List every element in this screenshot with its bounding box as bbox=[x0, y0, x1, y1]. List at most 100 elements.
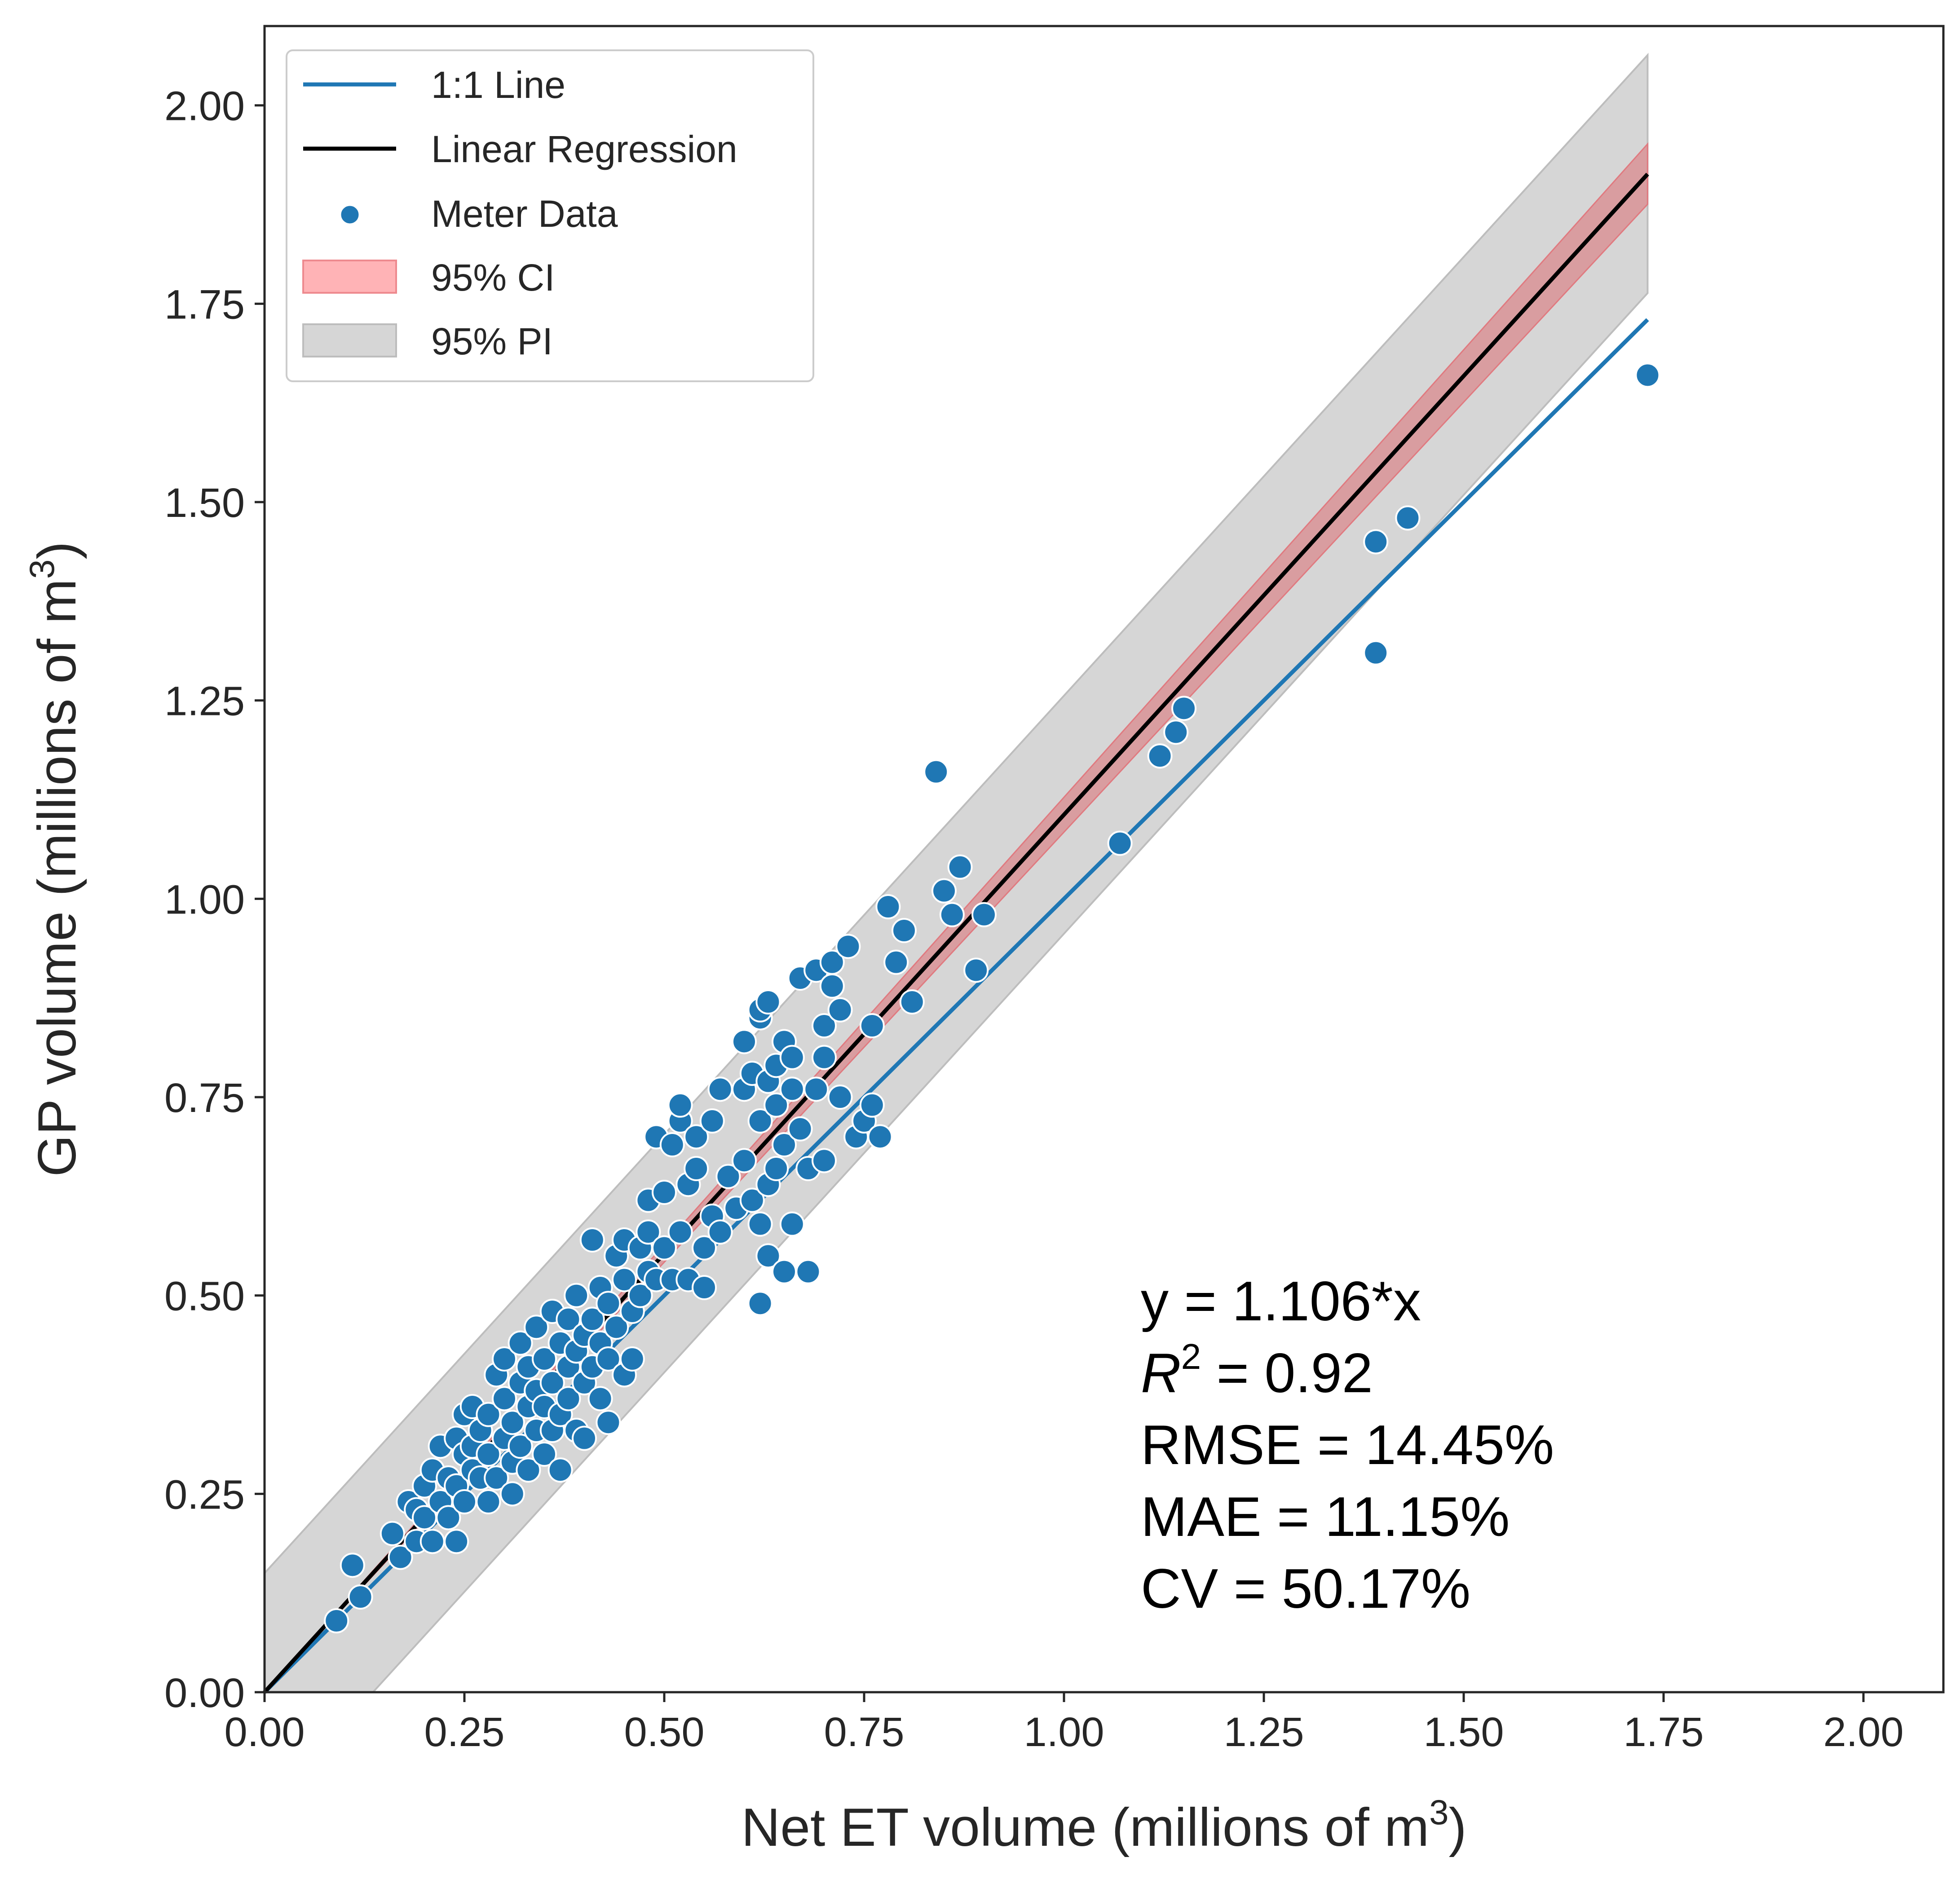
meter-data-point bbox=[508, 1330, 533, 1356]
stats-annotation: y = 1.106*x R2 = 0.92 RMSE = 14.45% MAE … bbox=[1141, 1270, 1554, 1620]
meter-data-point bbox=[772, 1132, 797, 1157]
meter-data-point bbox=[532, 1442, 557, 1467]
meter-data-point bbox=[348, 1584, 373, 1610]
meter-data-point bbox=[1363, 640, 1389, 666]
meter-data-point bbox=[747, 1211, 773, 1237]
meter-data-point bbox=[652, 1235, 677, 1261]
meter-data-point bbox=[419, 1529, 445, 1554]
meter-data-point bbox=[779, 1076, 805, 1102]
meter-data-point bbox=[499, 1481, 525, 1507]
x-tick-label: 2.00 bbox=[1823, 1709, 1903, 1755]
legend-label-meter-data: Meter Data bbox=[431, 193, 618, 235]
meter-data-point bbox=[931, 878, 957, 904]
meter-data-point bbox=[971, 902, 997, 927]
meter-data-point bbox=[492, 1386, 517, 1412]
meter-data-point bbox=[476, 1402, 501, 1427]
meter-data-point bbox=[579, 1306, 605, 1332]
meter-data-point bbox=[1363, 529, 1389, 555]
meter-data-point bbox=[859, 1092, 885, 1118]
meter-data-point bbox=[812, 1045, 837, 1070]
meter-data-point bbox=[692, 1275, 717, 1300]
meter-data-point bbox=[492, 1346, 517, 1372]
meter-data-point bbox=[747, 1291, 773, 1316]
meter-data-point bbox=[747, 1108, 773, 1134]
meter-data-point bbox=[803, 1076, 829, 1102]
meter-data-point bbox=[1163, 719, 1189, 745]
meter-data-point bbox=[787, 1116, 813, 1142]
meter-data-point bbox=[539, 1370, 565, 1395]
meter-data-point bbox=[1635, 362, 1660, 388]
y-tick-label: 1.50 bbox=[164, 480, 245, 526]
meter-data-point bbox=[499, 1410, 525, 1435]
meter-data-point bbox=[340, 1553, 365, 1578]
y-tick-label: 1.00 bbox=[164, 877, 245, 922]
stats-mae: MAE = 11.15% bbox=[1141, 1486, 1510, 1548]
meter-data-point bbox=[939, 902, 965, 927]
meter-data-point bbox=[883, 949, 909, 975]
y-tick-label: 1.75 bbox=[164, 282, 245, 327]
x-axis-label: Net ET volume (millions of m3) bbox=[742, 1792, 1467, 1857]
meter-data-point bbox=[636, 1219, 661, 1245]
meter-data-point bbox=[444, 1529, 469, 1554]
meter-data-point bbox=[867, 1124, 893, 1150]
meter-data-point bbox=[659, 1132, 685, 1157]
y-tick-label: 2.00 bbox=[164, 84, 245, 129]
meter-data-point bbox=[324, 1608, 349, 1633]
meter-data-point bbox=[755, 989, 781, 1015]
meter-data-point bbox=[892, 918, 917, 943]
meter-data-point bbox=[812, 1148, 837, 1173]
meter-data-point bbox=[524, 1315, 549, 1340]
meter-data-point bbox=[812, 1013, 837, 1038]
meter-data-point bbox=[1171, 696, 1196, 721]
meter-data-point bbox=[579, 1227, 605, 1253]
y-axis-label-superscript: 3 bbox=[22, 560, 62, 579]
meter-data-point bbox=[596, 1410, 621, 1435]
meter-data-point bbox=[947, 854, 973, 880]
meter-data-point bbox=[652, 1180, 677, 1205]
meter-data-point bbox=[819, 973, 845, 999]
legend-label-one-to-one: 1:1 Line bbox=[431, 64, 565, 106]
meter-data-point bbox=[556, 1386, 581, 1412]
meter-data-point bbox=[452, 1489, 477, 1514]
meter-data-point bbox=[627, 1283, 653, 1308]
stats-rmse: RMSE = 14.45% bbox=[1141, 1414, 1554, 1476]
meter-data-point bbox=[612, 1267, 637, 1292]
meter-data-point bbox=[732, 1029, 757, 1054]
legend-swatch-ci bbox=[302, 260, 397, 294]
meter-data-point bbox=[707, 1076, 733, 1102]
y-tick-label: 0.25 bbox=[164, 1472, 245, 1517]
meter-data-point bbox=[827, 1085, 853, 1110]
meter-data-points bbox=[324, 362, 1660, 1633]
x-tick-label: 1.50 bbox=[1423, 1709, 1504, 1755]
meter-data-point bbox=[684, 1124, 709, 1150]
meter-data-point bbox=[1147, 743, 1173, 769]
legend: 1:1 Line Linear Regression Meter Data 95… bbox=[286, 49, 814, 382]
plot-frame bbox=[263, 25, 1945, 1694]
meter-data-point bbox=[380, 1521, 405, 1546]
meter-data-point bbox=[715, 1164, 741, 1189]
meter-data-point bbox=[875, 894, 901, 919]
legend-swatch-meter-data bbox=[340, 204, 360, 225]
stats-r2: R2 = 0.92 bbox=[1141, 1337, 1373, 1404]
legend-label-regression: Linear Regression bbox=[431, 128, 737, 170]
y-tick-label: 0.75 bbox=[164, 1075, 245, 1121]
meter-data-point bbox=[1395, 505, 1421, 531]
meter-data-point bbox=[699, 1108, 725, 1134]
meter-data-point bbox=[835, 934, 861, 959]
meter-data-point bbox=[388, 1544, 413, 1570]
meter-data-point bbox=[667, 1092, 693, 1118]
axis-ticks: 0.00 0.25 0.50 0.75 1.00 1.25 1.50 1.75 2.00 0.00… bbox=[164, 84, 1904, 1755]
meter-data-point bbox=[564, 1283, 589, 1308]
x-tick-label: 0.00 bbox=[224, 1709, 305, 1755]
meter-data-point bbox=[619, 1346, 645, 1372]
meter-data-point bbox=[484, 1465, 509, 1491]
meter-data-point bbox=[508, 1434, 533, 1459]
y-axis-label: GP volume (millions of m3) bbox=[22, 542, 87, 1177]
y-tick-label: 0.00 bbox=[164, 1670, 245, 1716]
x-tick-label: 1.25 bbox=[1223, 1709, 1304, 1755]
meter-data-point bbox=[827, 997, 853, 1023]
meter-data-point bbox=[923, 759, 949, 785]
meter-data-point bbox=[859, 1013, 885, 1038]
y-tick-label: 0.50 bbox=[164, 1274, 245, 1319]
